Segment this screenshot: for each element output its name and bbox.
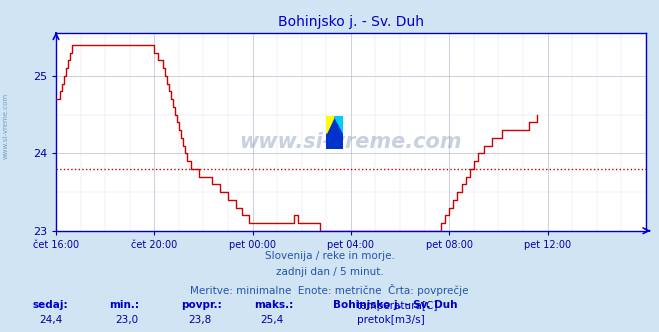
Text: zadnji dan / 5 minut.: zadnji dan / 5 minut.	[275, 267, 384, 277]
Polygon shape	[335, 116, 343, 133]
Text: 25,4: 25,4	[260, 315, 283, 325]
Polygon shape	[326, 116, 335, 133]
Text: Meritve: minimalne  Enote: metrične  Črta: povprečje: Meritve: minimalne Enote: metrične Črta:…	[190, 284, 469, 296]
Text: maks.:: maks.:	[254, 300, 293, 310]
Text: 23,0: 23,0	[115, 315, 138, 325]
Text: Bohinjsko j. - Sv. Duh: Bohinjsko j. - Sv. Duh	[333, 300, 457, 310]
Text: min.:: min.:	[109, 300, 139, 310]
Title: Bohinjsko j. - Sv. Duh: Bohinjsko j. - Sv. Duh	[278, 15, 424, 29]
Text: 23,8: 23,8	[188, 315, 211, 325]
Text: Slovenija / reke in morje.: Slovenija / reke in morje.	[264, 251, 395, 261]
Text: pretok[m3/s]: pretok[m3/s]	[357, 315, 425, 325]
Text: www.si-vreme.com: www.si-vreme.com	[240, 132, 462, 152]
Text: povpr.:: povpr.:	[181, 300, 222, 310]
Text: 24,4: 24,4	[40, 315, 63, 325]
Text: sedaj:: sedaj:	[33, 300, 69, 310]
Text: www.si-vreme.com: www.si-vreme.com	[2, 93, 9, 159]
Polygon shape	[326, 116, 343, 149]
Text: temperatura[C]: temperatura[C]	[357, 301, 439, 311]
